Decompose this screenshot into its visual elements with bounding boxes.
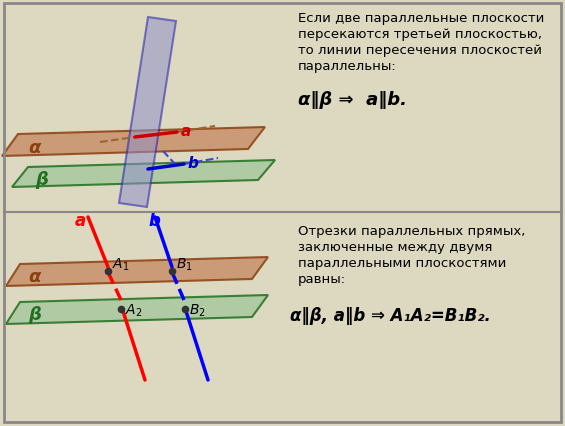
Text: заключенные между двумя: заключенные между двумя bbox=[298, 240, 492, 253]
Text: β: β bbox=[35, 170, 48, 189]
Text: β: β bbox=[28, 305, 41, 323]
Text: то линии пересечения плоскостей: то линии пересечения плоскостей bbox=[298, 44, 542, 57]
Text: $B_2$: $B_2$ bbox=[189, 302, 206, 319]
Text: персекаются третьей плоскостью,: персекаются третьей плоскостью, bbox=[298, 28, 542, 41]
Polygon shape bbox=[2, 128, 265, 157]
Text: a: a bbox=[75, 211, 86, 230]
Text: равны:: равны: bbox=[298, 272, 346, 285]
Text: Отрезки параллельных прямых,: Отрезки параллельных прямых, bbox=[298, 225, 525, 237]
Text: b: b bbox=[148, 211, 160, 230]
Text: параллельными плоскостями: параллельными плоскостями bbox=[298, 256, 506, 269]
Polygon shape bbox=[12, 161, 275, 187]
Text: $B_1$: $B_1$ bbox=[176, 256, 193, 273]
Text: Если две параллельные плоскости: Если две параллельные плоскости bbox=[298, 12, 544, 25]
Text: α‖β, a‖b ⇒ A₁A₂=B₁B₂.: α‖β, a‖b ⇒ A₁A₂=B₁B₂. bbox=[290, 306, 491, 324]
Text: α: α bbox=[28, 139, 40, 157]
Text: α‖β ⇒  a‖b.: α‖β ⇒ a‖b. bbox=[298, 91, 407, 109]
Polygon shape bbox=[6, 295, 268, 324]
Text: параллельны:: параллельны: bbox=[298, 60, 397, 73]
Text: a: a bbox=[181, 124, 191, 139]
Text: α: α bbox=[28, 268, 40, 285]
Text: b: b bbox=[188, 156, 199, 171]
Polygon shape bbox=[119, 18, 176, 207]
Text: $A_1$: $A_1$ bbox=[112, 256, 129, 273]
Text: $A_2$: $A_2$ bbox=[125, 302, 142, 319]
Polygon shape bbox=[6, 257, 268, 286]
